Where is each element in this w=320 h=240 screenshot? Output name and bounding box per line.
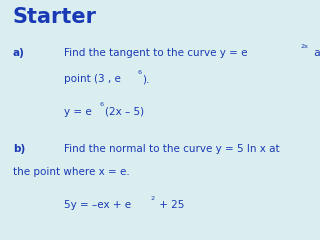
Text: point (3 , e: point (3 , e [64,74,121,84]
Text: 2: 2 [151,196,155,201]
Text: ).: ). [143,74,150,84]
Text: the point where x = e.: the point where x = e. [13,167,130,177]
Text: Starter: Starter [13,7,97,27]
Text: 2x: 2x [301,44,309,49]
Text: Find the tangent to the curve y = e: Find the tangent to the curve y = e [64,48,247,58]
Text: b): b) [13,144,25,154]
Text: y = e: y = e [64,107,92,117]
Text: + 25: + 25 [156,200,184,210]
Text: 6: 6 [100,102,104,108]
Text: (2x – 5): (2x – 5) [105,107,144,117]
Text: at the: at the [311,48,320,58]
Text: 6: 6 [137,70,141,75]
Text: a): a) [13,48,25,58]
Text: Find the normal to the curve y = 5 ln x at: Find the normal to the curve y = 5 ln x … [64,144,280,154]
Text: 5y = –ex + e: 5y = –ex + e [64,200,131,210]
